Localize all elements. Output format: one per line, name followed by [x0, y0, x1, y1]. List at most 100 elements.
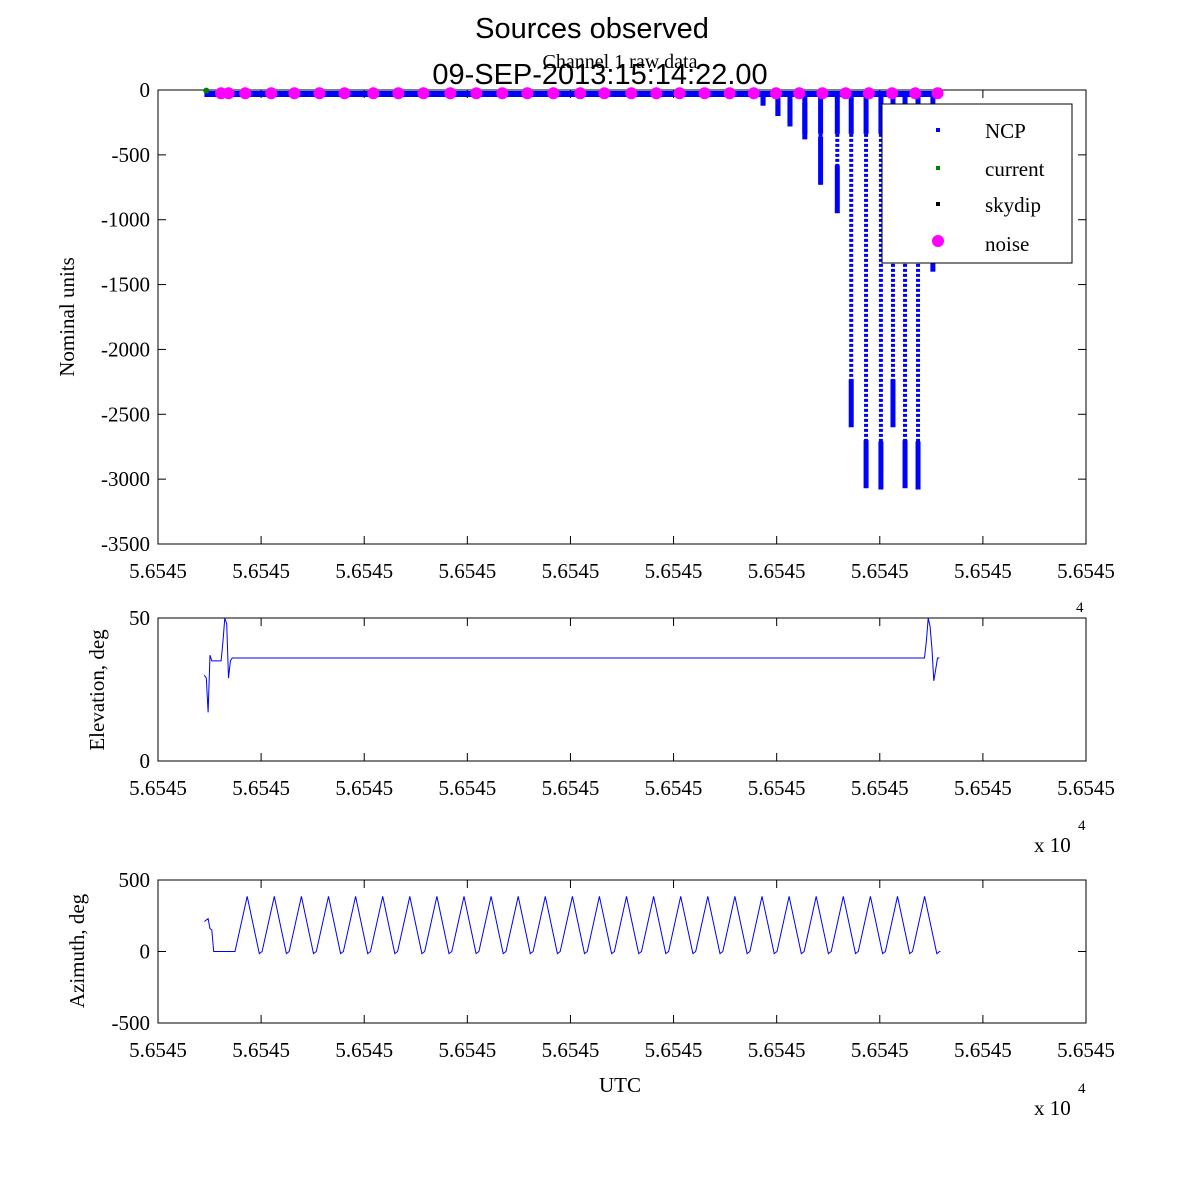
y-tick-label: 50: [129, 606, 150, 630]
noise-point: [444, 87, 457, 100]
ncp-dip-dense: [848, 93, 854, 134]
x-tick-label: 5.6545: [1057, 1038, 1115, 1062]
x-tick-label: 5.6545: [748, 1038, 806, 1062]
noise-point: [598, 87, 611, 100]
noise-point: [723, 87, 736, 100]
ncp-dip-column: [848, 93, 854, 428]
current-point: [203, 87, 210, 94]
noise-point: [770, 87, 783, 100]
elevation-axes: [157, 617, 1087, 762]
raw-data-subtitle: Channel 1 raw data: [543, 51, 698, 73]
x-tick-label: 5.6545: [954, 559, 1012, 583]
noise-point: [931, 87, 944, 100]
ncp-dip-dense: [834, 93, 840, 134]
elevation-exp-power: 4: [1078, 818, 1086, 834]
noise-point: [496, 87, 509, 100]
noise-point: [313, 87, 326, 100]
noise-point: [673, 87, 686, 100]
raw-data-panel: Channel 1 raw data Nominal units 0 -500 -1…: [55, 51, 1115, 583]
x-tick-label: 5.6545: [748, 776, 806, 800]
azimuth-ylabel: Azimuth, deg: [65, 893, 89, 1008]
elevation-y-ticks: 50 0: [129, 606, 1086, 773]
ncp-dip-column: [802, 93, 808, 140]
y-tick-label: -1500: [101, 273, 150, 297]
legend-marker-noise: [932, 235, 944, 247]
x-tick-label: 5.6545: [748, 559, 806, 583]
ncp-dip-column: [818, 93, 824, 185]
azimuth-xlabel: UTC: [599, 1073, 641, 1097]
legend-marker-current: [936, 166, 940, 170]
x-tick-label: 5.6545: [438, 559, 496, 583]
noise-point: [222, 87, 235, 100]
ncp-dip-dense-bottom: [802, 102, 808, 140]
ncp-dip-dense: [863, 93, 869, 134]
figure-title: Sources observed: [475, 13, 709, 45]
x-tick-label: 5.6545: [232, 559, 290, 583]
raw-data-y-ticks: 0 -500 -1000 -1500 -2000 -2500 -3000 -3500: [101, 78, 1086, 556]
legend-marker-ncp: [936, 128, 940, 132]
noise-point: [747, 87, 760, 100]
noise-point: [239, 87, 252, 100]
y-tick-label: 0: [140, 940, 151, 964]
x-tick-label: 5.6545: [335, 559, 393, 583]
x-tick-label: 5.6545: [129, 559, 187, 583]
ncp-dip-column: [834, 93, 840, 214]
noise-point: [909, 87, 922, 100]
ncp-dip-dense-bottom: [902, 440, 908, 489]
noise-point: [698, 87, 711, 100]
noise-point: [338, 87, 351, 100]
noise-point: [816, 87, 829, 100]
ncp-dip-column: [878, 93, 884, 490]
legend-marker-skydip: [936, 202, 940, 206]
noise-point: [470, 87, 483, 100]
ncp-dip-dense-bottom: [915, 441, 921, 490]
legend-label-current: current: [985, 157, 1045, 181]
noise-point: [839, 87, 852, 100]
noise-point: [367, 87, 380, 100]
y-tick-label: 0: [140, 749, 151, 773]
ncp-dip-dense-bottom: [760, 96, 766, 106]
raw-data-marks: [203, 87, 944, 490]
figure-timestamp: 09-SEP-2013:15:14:22.00: [432, 59, 767, 91]
elevation-ylabel: Elevation, deg: [85, 629, 109, 751]
elevation-series-line: [203, 617, 940, 713]
x-tick-label: 5.6545: [954, 776, 1012, 800]
y-tick-label: -1000: [101, 208, 150, 232]
noise-point: [793, 87, 806, 100]
elevation-exp-power-top: 4: [1076, 600, 1084, 616]
x-tick-label: 5.6545: [542, 559, 600, 583]
x-tick-label: 5.6545: [1057, 776, 1115, 800]
x-tick-label: 5.6545: [129, 1038, 187, 1062]
azimuth-series-line: [204, 896, 942, 955]
x-tick-label: 5.6545: [645, 776, 703, 800]
raw-data-x-ticks: 5.6545 5.6545 5.6545 5.6545 5.6545 5.6545 5.65…: [129, 90, 1115, 583]
y-tick-label: -2500: [101, 402, 150, 426]
y-tick-label: -500: [112, 1011, 151, 1035]
ncp-dip-column: [863, 93, 869, 489]
x-tick-label: 5.6545: [129, 776, 187, 800]
raw-data-axes: [157, 89, 1087, 545]
noise-point: [625, 87, 638, 100]
y-tick-label: 0: [140, 78, 151, 102]
ncp-dip-column: [775, 93, 781, 116]
x-tick-label: 5.6545: [645, 1038, 703, 1062]
azimuth-y-ticks: 500 0 -500: [112, 868, 1086, 1035]
x-tick-label: 5.6545: [851, 1038, 909, 1062]
noise-point: [547, 87, 560, 100]
y-tick-label: 500: [119, 868, 151, 892]
legend-label-noise: noise: [985, 232, 1029, 256]
azimuth-x-ticks: 5.6545 5.6545 5.6545 5.6545 5.6545 5.6545 5.65…: [129, 880, 1115, 1062]
ncp-dip-dense-bottom: [834, 165, 840, 214]
ncp-baseline-points: [204, 91, 938, 97]
x-tick-label: 5.6545: [335, 1038, 393, 1062]
y-tick-label: -500: [112, 143, 151, 167]
ncp-dip-dense-bottom: [863, 440, 869, 489]
ncp-dip-dense-bottom: [775, 98, 781, 116]
ncp-dip-dense-bottom: [787, 100, 793, 127]
azimuth-exp-power: 4: [1078, 1081, 1086, 1097]
noise-point: [288, 87, 301, 100]
noise-point: [417, 87, 430, 100]
noise-point: [650, 87, 663, 100]
legend-label-ncp: NCP: [985, 119, 1026, 143]
